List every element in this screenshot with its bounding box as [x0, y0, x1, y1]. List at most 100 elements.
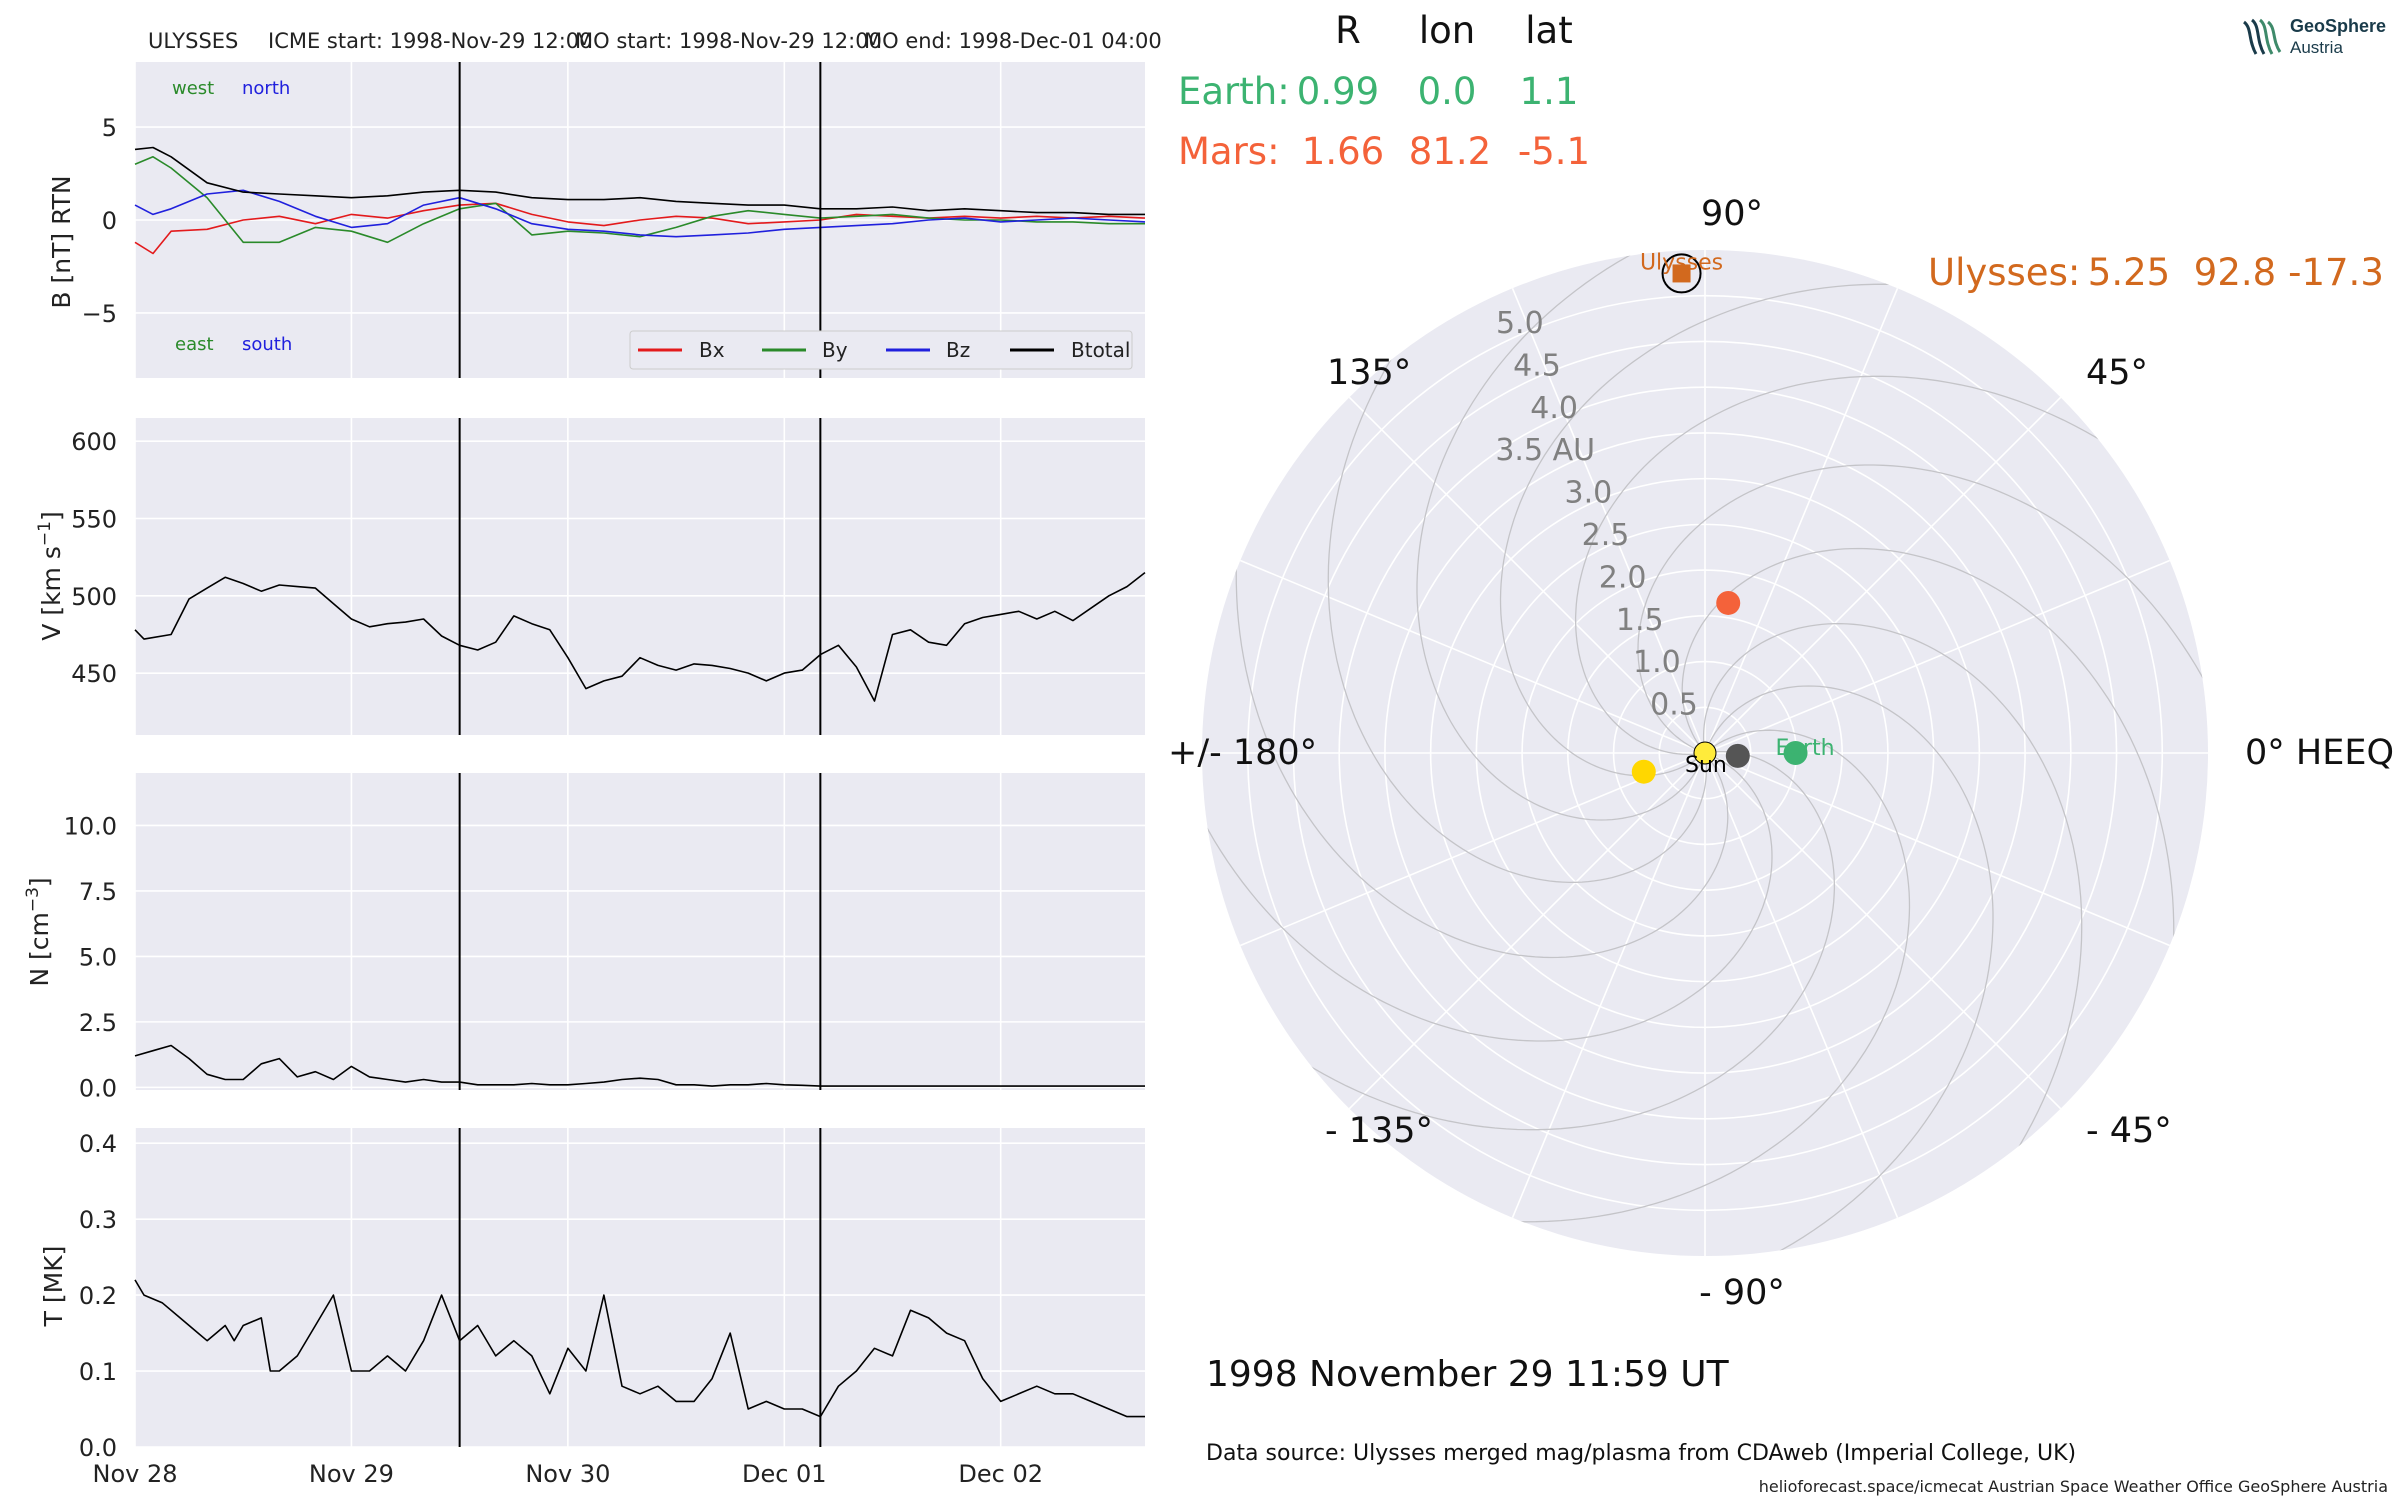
series-line-by [134, 156, 1145, 244]
mars-row-lon: 81.2 [1409, 130, 1491, 173]
polar-angle-label: 90° [1701, 194, 1763, 234]
polar-ring [1521, 569, 1889, 937]
plot-area [135, 418, 1145, 735]
polar-r-tick: 1.0 [1633, 645, 1681, 680]
polar-angle-label: 0° HEEQ [2245, 733, 2394, 773]
y-tick-label: 550 [71, 506, 117, 534]
parker-spiral [1702, 622, 2083, 1251]
polar-r-tick: 3.0 [1565, 476, 1613, 511]
x-tick-label: Dec 01 [742, 1460, 827, 1488]
y-tick-label: 600 [71, 428, 117, 456]
series-line-n [134, 1044, 1145, 1087]
header-mo-start: MO start: 1998-Nov-29 12:00 [575, 29, 882, 53]
earth-row-lon: 0.0 [1418, 70, 1477, 113]
mars-row-r: 1.66 [1302, 130, 1384, 173]
earth-row-lat: 1.1 [1520, 70, 1579, 113]
x-tick-label: Nov 30 [525, 1460, 610, 1488]
mars-row-label: Mars: [1178, 130, 1280, 173]
parker-spiral [1657, 685, 1994, 1256]
y-tick-label: −5 [82, 300, 117, 328]
parker-spiral [1390, 729, 1911, 1223]
polar-angle-grid [1704, 287, 1899, 754]
polar-angle-label: 135° [1327, 353, 1411, 393]
mars-marker [1716, 590, 1741, 615]
legend-by: By [822, 338, 848, 362]
y-tick-label: 0.0 [79, 1434, 117, 1462]
plot-area [135, 1128, 1145, 1447]
header-spacecraft: ULYSSES [148, 29, 238, 53]
logo-sub: Austria [2290, 38, 2343, 57]
earth-label: Earth [1776, 736, 1835, 761]
parker-spiral [1235, 438, 1729, 959]
series-line-bx [134, 202, 1146, 255]
logo-name: GeoSphere [2290, 16, 2387, 36]
ulysses-row-lat: -17.3 [2288, 251, 2384, 294]
y-tick-label: 5.0 [79, 943, 117, 971]
parker-spiral [1207, 750, 1836, 1131]
mars-row-lat: -5.1 [1518, 130, 1590, 173]
earth-marker [1783, 741, 1808, 765]
ulysses-row-label: Ulysses: [1928, 251, 2080, 294]
polar-r-tick: 4.0 [1530, 391, 1578, 426]
legend-box [629, 330, 1133, 370]
table-header-r: R [1335, 9, 1361, 52]
body-marker-extra [1631, 759, 1656, 784]
sun-marker [1693, 741, 1717, 765]
polar-ring [1567, 615, 1843, 891]
magnetic-field-panel: 5 0 −5 [82, 62, 1146, 378]
y-tick-label: 0.2 [79, 1282, 117, 1310]
position-table: R lon lat Earth: 0.99 0.0 1.1 Mars: 1.66… [1178, 9, 2384, 294]
polar-angle-label: 45° [2086, 353, 2148, 393]
parker-spiral [1574, 375, 2203, 756]
geosphere-logo: GeoSphere Austria [2238, 14, 2388, 64]
polar-ring [1292, 340, 2118, 1166]
x-tick-label: Nov 29 [309, 1460, 394, 1488]
polar-r-tick: 2.0 [1599, 560, 1647, 595]
south-label: south [242, 334, 292, 355]
polar-ring [1429, 477, 1981, 1029]
y-tick-label: 0.1 [79, 1358, 117, 1386]
series-line-bz [134, 189, 1146, 238]
parker-spiral [1681, 547, 2175, 1068]
polar-angle-grid [1704, 752, 2171, 947]
y-tick-label: 0.4 [79, 1130, 117, 1158]
parker-spiral [1327, 255, 1708, 884]
polar-angle-label: +/- 180° [1168, 733, 1317, 773]
polar-r-tick: 2.5 [1582, 518, 1630, 553]
y-tick-label: 0.3 [79, 1206, 117, 1234]
plot-area [135, 773, 1145, 1090]
table-header-lat: lat [1525, 9, 1572, 52]
ulysses-marker [1672, 264, 1691, 283]
x-tick-label: Dec 02 [958, 1460, 1043, 1488]
legend-bx: Bx [699, 338, 725, 362]
sun-label: Sun [1685, 753, 1727, 778]
velocity-panel: 600 550 500 450 [71, 418, 1146, 735]
earth-row-r: 0.99 [1297, 70, 1379, 113]
data-source: Data source: Ulysses merged mag/plasma f… [1206, 1441, 2076, 1466]
earth-row-label: Earth: [1178, 70, 1290, 113]
ulysses-row-lon: 92.8 [2194, 251, 2276, 294]
polar-angle-label: - 135° [1325, 1111, 1433, 1151]
n-ylabel: N [cm−3] [23, 877, 54, 986]
polar-angle-grid [1704, 559, 2171, 754]
polar-angle-grid [1511, 287, 1706, 754]
parker-spiral [1416, 250, 1753, 821]
geosphere-logo-icon [2242, 18, 2282, 55]
series-line-t [134, 1279, 1145, 1418]
polar-ring [1384, 432, 2026, 1074]
y-tick-label: 450 [71, 660, 117, 688]
north-label: north [242, 78, 290, 99]
ulysses-ring [1661, 253, 1702, 294]
polar-angle-grid [1704, 752, 1899, 1219]
density-panel: 10.0 7.5 5.0 2.5 0.0 [64, 773, 1145, 1102]
polar-ring [1475, 523, 1935, 983]
y-tick-label: 2.5 [79, 1009, 117, 1037]
east-label: east [175, 334, 214, 355]
polar-r-tick: 4.5 [1513, 348, 1561, 383]
parker-spiral [1637, 464, 2208, 801]
y-tick-label: 7.5 [79, 878, 117, 906]
polar-ring [1338, 386, 2072, 1120]
header-mo-end: MO end: 1998-Dec-01 04:00 [864, 29, 1162, 53]
parker-spirals [1202, 250, 2208, 1256]
